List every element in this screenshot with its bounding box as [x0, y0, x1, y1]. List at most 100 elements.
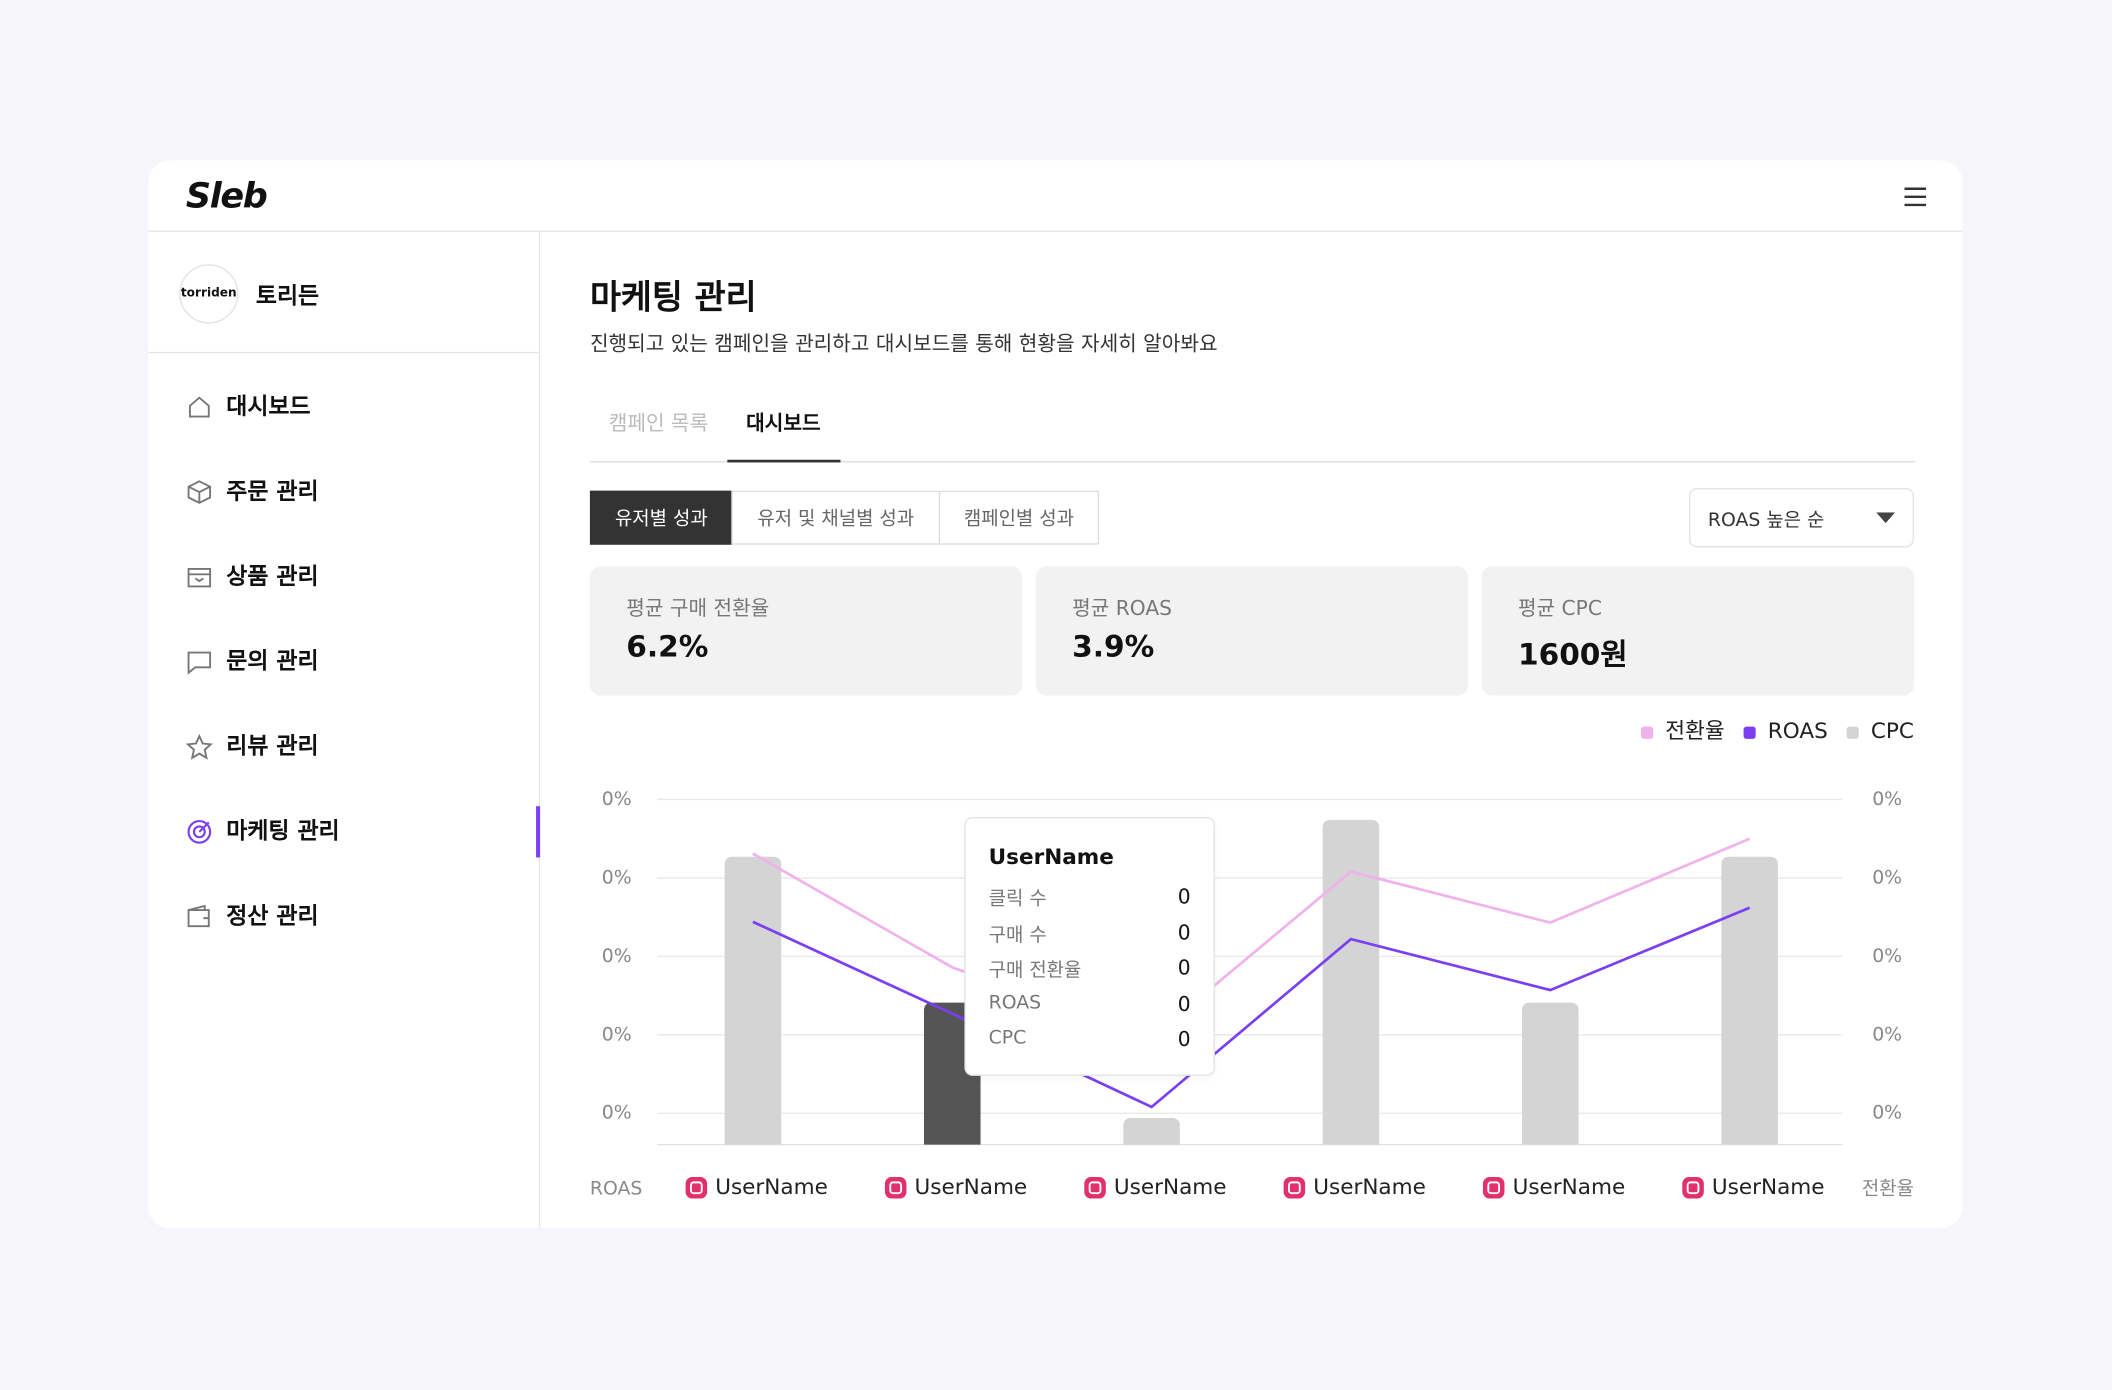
y-axis-label: ROAS: [590, 1178, 642, 1200]
menu-item[interactable]: 마케팅 관리: [186, 816, 340, 848]
stat-card: 평균 CPC 1600원: [1481, 566, 1914, 696]
y2-axis-label: 전환율: [1862, 1178, 1914, 1200]
bar: [724, 856, 782, 1145]
legend-swatch: [1846, 726, 1859, 739]
y2-tick-label: 0%: [1872, 866, 1902, 888]
x-tick: UserName: [884, 1175, 1027, 1200]
tab-divider: [589, 461, 1916, 463]
page-title: 마케팅 관리: [589, 277, 757, 317]
instagram-icon: [1084, 1176, 1106, 1199]
menu-label: 상품 관리: [226, 563, 319, 591]
x-tick-label: UserName: [715, 1175, 828, 1200]
x-tick-label: UserName: [1712, 1175, 1825, 1200]
line: [752, 837, 1751, 1040]
x-tick: UserName: [1084, 1175, 1227, 1200]
icon: [187, 819, 212, 844]
legend-swatch: [1641, 726, 1654, 739]
icon: [188, 396, 210, 418]
tab-underline: [727, 459, 841, 463]
menu-item[interactable]: 주문 관리: [186, 476, 319, 508]
y2-tick-label: 0%: [1872, 1102, 1902, 1124]
instagram-icon-inner: [1088, 1181, 1102, 1195]
tooltip-row-value: 0: [1177, 992, 1191, 1017]
sub-tab[interactable]: 유저 및 채널별 성과: [731, 490, 941, 545]
legend-label: CPC: [1871, 719, 1914, 744]
header-divider: [148, 230, 1963, 232]
y-tick-label: 0%: [602, 788, 632, 810]
instagram-icon: [685, 1176, 708, 1199]
menu-item[interactable]: 리뷰 관리: [185, 731, 319, 763]
x-tick: UserName: [685, 1175, 828, 1200]
menu-item[interactable]: 대시보드: [186, 391, 311, 423]
instagram-icon-inner: [1686, 1181, 1700, 1195]
y2-tick-label: 0%: [1872, 788, 1902, 810]
x-tick: UserName: [1682, 1175, 1825, 1200]
instagram-icon-inner: [690, 1181, 703, 1195]
logo[interactable]: Sleb: [185, 176, 268, 218]
tab[interactable]: 캠페인 목록: [608, 411, 709, 436]
tooltip-row-label: 클릭 수: [988, 888, 1047, 911]
stat-label: 평균 CPC: [1517, 595, 1602, 621]
x-tick-label: UserName: [1114, 1175, 1227, 1200]
menu-label: 정산 관리: [226, 903, 319, 931]
tooltip-row-label: ROAS: [988, 992, 1042, 1014]
menu-label: 대시보드: [226, 393, 311, 421]
line: [752, 906, 1751, 1109]
stat-label: 평균 구매 전환율: [626, 595, 770, 621]
x-tick-label: UserName: [1313, 1175, 1426, 1200]
icon: [185, 733, 213, 760]
y-tick-label: 0%: [602, 945, 632, 967]
instagram-icon-inner: [1288, 1181, 1301, 1195]
icon: [187, 651, 212, 675]
sub-tab-active[interactable]: 유저별 성과: [589, 490, 733, 545]
bar: [1123, 1117, 1180, 1145]
menu-label: 문의 관리: [226, 648, 319, 676]
instagram-icon: [1482, 1176, 1505, 1199]
x-tick-label: UserName: [1513, 1175, 1626, 1200]
tab-active[interactable]: 대시보드: [746, 411, 821, 436]
tooltip-row-value: 0: [1177, 1027, 1191, 1053]
legend-label: ROAS: [1768, 719, 1828, 744]
brand-logo: torriden: [179, 264, 239, 324]
icon: [187, 567, 212, 588]
tooltip-row-label: 구매 수: [988, 924, 1047, 946]
stat-value: 1600원: [1517, 639, 1628, 673]
bar: [1521, 1002, 1579, 1145]
tooltip-row-label: CPC: [988, 1027, 1027, 1050]
menu-item[interactable]: 상품 관리: [186, 561, 319, 593]
sub-tab[interactable]: 캠페인별 성과: [938, 490, 1100, 545]
y-tick-label: 0%: [602, 1023, 632, 1045]
icon: [187, 480, 212, 504]
tooltip-row-value: 0: [1177, 920, 1191, 945]
dropdown-arrow: [1876, 512, 1896, 524]
x-tick: UserName: [1482, 1175, 1626, 1200]
stat-card: 평균 구매 전환율 6.2%: [589, 566, 1023, 696]
brand-divider: [148, 351, 539, 354]
instagram-icon-inner: [1487, 1181, 1501, 1195]
legend-swatch: [1743, 726, 1756, 739]
sidebar-divider: [538, 231, 541, 1229]
y2-tick-label: 0%: [1872, 945, 1902, 967]
icon: [187, 904, 210, 928]
menu-item[interactable]: 문의 관리: [186, 646, 319, 678]
y-tick-label: 0%: [602, 866, 632, 888]
tooltip: UserName 클릭 수 0 구매 수 0 구매 전환율 0 ROAS 0 CPC 0: [964, 817, 1215, 1076]
sort-dropdown[interactable]: ROAS 높은 순: [1689, 488, 1914, 548]
stat-value: 6.2%: [626, 630, 709, 665]
bar: [1322, 819, 1380, 1145]
y2-tick-label: 0%: [1872, 1023, 1902, 1045]
legend-label: 전환율: [1665, 719, 1724, 744]
menu-item[interactable]: 정산 관리: [186, 901, 319, 933]
stat-value: 3.9%: [1072, 630, 1155, 665]
tooltip-row-value: 0: [1177, 884, 1191, 909]
stat-label: 평균 ROAS: [1072, 595, 1172, 621]
instagram-icon: [1682, 1176, 1704, 1199]
instagram-icon-inner: [889, 1181, 903, 1195]
menu-label: 리뷰 관리: [226, 733, 319, 761]
menu-button[interactable]: [1902, 185, 1929, 209]
page-subtitle: 진행되고 있는 캠페인을 관리하고 대시보드를 통해 현황을 자세히 알아봐요: [589, 331, 1218, 356]
menu-label: 주문 관리: [226, 478, 319, 506]
